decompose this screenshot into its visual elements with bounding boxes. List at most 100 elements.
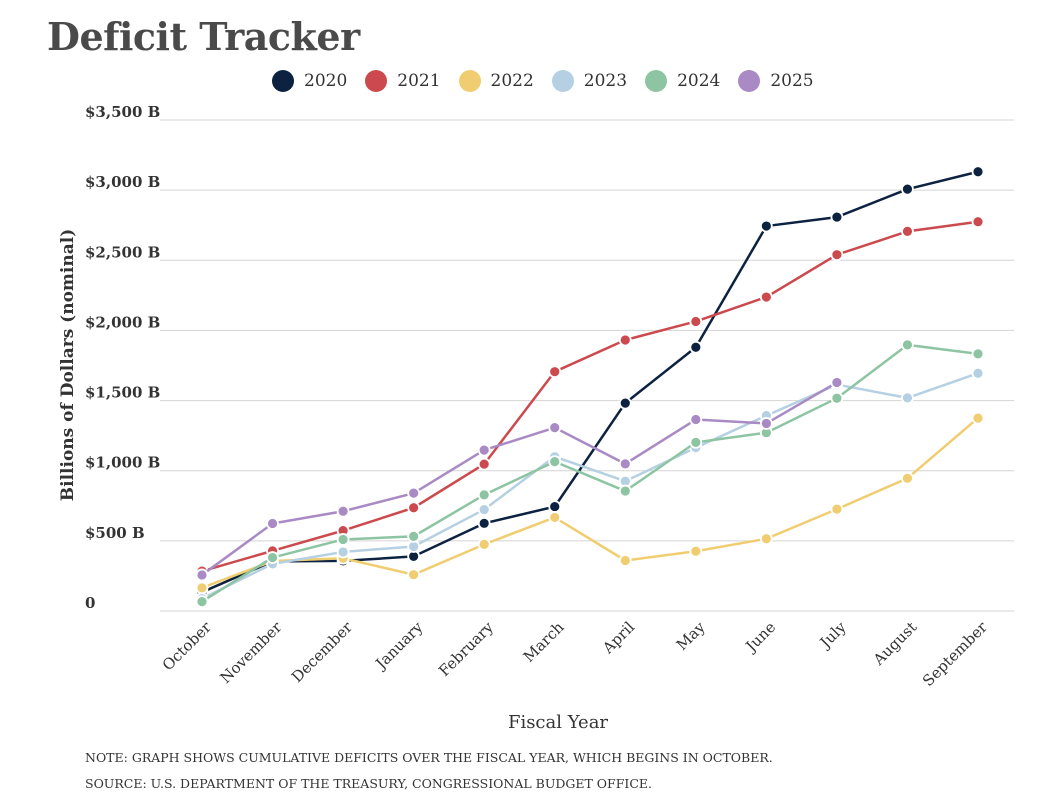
data-point <box>266 551 279 564</box>
data-point <box>195 595 209 609</box>
data-point <box>901 391 914 405</box>
series-line <box>201 417 979 590</box>
legend-item: 2024 <box>645 70 720 92</box>
legend-label: 2021 <box>397 71 441 91</box>
legend-item: 2023 <box>551 70 628 92</box>
data-point <box>336 545 350 559</box>
x-tick-label: February <box>435 618 497 680</box>
data-point <box>830 210 844 224</box>
series-group <box>195 165 985 609</box>
y-tick-label: $3,000 B <box>85 173 160 191</box>
x-tick-label: October <box>159 618 216 675</box>
series-2025 <box>195 376 844 582</box>
data-point <box>689 544 703 558</box>
x-tick-label: June <box>741 618 779 656</box>
data-point <box>336 504 350 518</box>
series-line <box>201 170 979 594</box>
data-point <box>477 457 491 471</box>
legend-item: 2025 <box>738 70 814 92</box>
y-tick-label: 0 <box>85 594 95 612</box>
data-point <box>548 365 562 379</box>
x-tick-label: August <box>869 618 920 669</box>
data-point <box>901 224 914 238</box>
data-point <box>548 455 562 468</box>
data-point <box>971 165 985 179</box>
legend-label: 2025 <box>770 71 814 91</box>
data-point <box>618 396 632 410</box>
series-line <box>201 381 838 576</box>
data-point <box>830 502 844 516</box>
x-axis-tick-labels: October November December January February Ma… <box>159 618 992 690</box>
x-tick-label: September <box>919 618 991 690</box>
data-point <box>971 411 985 425</box>
data-point <box>759 219 773 233</box>
chart-note: NOTE: GRAPH SHOWS CUMULATIVE DEFICITS OV… <box>85 750 773 765</box>
legend-label: 2023 <box>583 71 628 91</box>
data-point <box>618 554 632 567</box>
y-axis-label: Billions of Dollars (nominal) <box>58 229 78 501</box>
data-point <box>901 471 914 485</box>
y-tick-label: $1,500 B <box>85 384 160 402</box>
y-tick-label: $500 B <box>85 524 145 542</box>
series-2020 <box>195 165 985 599</box>
data-point <box>477 488 491 502</box>
y-tick-label: $1,000 B <box>85 454 160 472</box>
data-point <box>759 532 773 546</box>
data-point <box>830 391 844 405</box>
legend-swatch <box>551 70 574 92</box>
series-2022 <box>195 411 985 595</box>
legend-label: 2022 <box>490 71 534 91</box>
x-axis-label: Fiscal Year <box>508 712 608 733</box>
data-point <box>971 366 985 380</box>
data-point <box>971 215 985 229</box>
data-point <box>618 484 632 498</box>
data-point <box>759 417 773 430</box>
data-point <box>971 347 985 361</box>
data-point <box>195 581 209 595</box>
x-tick-label: November <box>217 618 286 687</box>
legend-swatch <box>645 70 668 92</box>
series-2021 <box>195 215 985 578</box>
y-tick-label: $2,000 B <box>85 313 160 331</box>
chart-legend: 2020 2021 2022 2023 2024 2025 <box>272 68 832 94</box>
legend-swatch <box>365 70 388 92</box>
data-point <box>548 511 562 524</box>
data-point <box>407 529 421 543</box>
x-tick-label: July <box>815 618 850 653</box>
data-point <box>901 182 914 196</box>
data-point <box>689 413 703 426</box>
data-point <box>407 486 421 500</box>
legend-swatch <box>458 70 481 92</box>
data-point <box>901 338 914 352</box>
data-point <box>548 421 562 435</box>
legend-label: 2020 <box>304 71 348 91</box>
series-line <box>201 372 979 600</box>
data-point <box>830 248 844 262</box>
data-point <box>477 443 491 457</box>
data-point <box>618 333 632 347</box>
data-point <box>689 315 703 328</box>
data-point <box>477 537 491 551</box>
y-axis-tick-labels: 0 $500 B $1,000 B $1,500 B $2,000 B $2,500 B $… <box>85 103 160 612</box>
x-tick-label: January <box>371 618 427 674</box>
x-tick-label: December <box>288 618 357 687</box>
legend-item: 2021 <box>365 70 441 92</box>
legend-item: 2020 <box>272 70 347 92</box>
series-2023 <box>195 366 985 606</box>
legend-label: 2024 <box>677 71 721 91</box>
data-point <box>689 435 703 449</box>
grid-lines <box>160 119 1014 612</box>
data-point <box>266 517 279 530</box>
y-tick-label: $2,500 B <box>85 243 160 261</box>
series-line <box>201 343 979 603</box>
data-point <box>336 533 350 546</box>
data-point <box>759 290 773 304</box>
data-point <box>477 516 491 530</box>
legend-item: 2022 <box>458 70 534 92</box>
y-tick-label: $3,500 B <box>85 103 160 121</box>
chart-source: SOURCE: U.S. DEPARTMENT OF THE TREASURY,… <box>85 776 652 791</box>
data-point <box>618 457 632 471</box>
series-line <box>201 220 979 573</box>
chart-title: Deficit Tracker <box>47 14 360 59</box>
